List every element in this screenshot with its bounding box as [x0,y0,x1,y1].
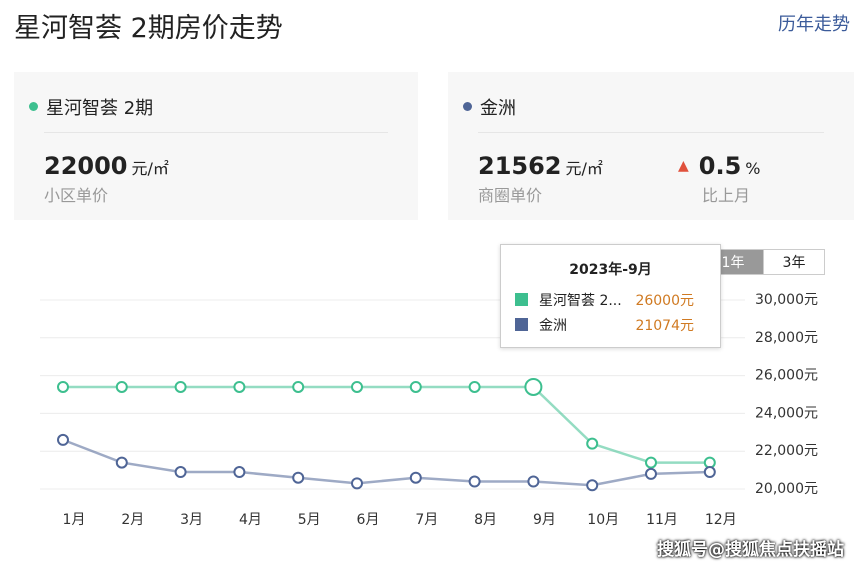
y-tick-label: 30,000元 [755,292,818,308]
tooltip-name: 星河智荟 2... [539,293,622,309]
y-tick-label: 26,000元 [755,368,818,384]
data-point [586,479,599,492]
data-point [524,377,543,396]
tooltip: 2023年-9月 星河智荟 2... 26000元 金洲 21074元 [500,244,721,348]
x-tick-label: 6月 [357,512,380,528]
y-tick-label: 20,000元 [755,481,818,497]
data-point [57,433,69,446]
card: 金洲 21562 元/㎡ 商圈单价 ▲ 0.5% 比上月 [448,72,854,220]
price-label: 小区单价 [44,186,109,205]
watermark: 搜狐号@搜狐焦点扶摇站 [657,540,844,560]
change-unit: % [745,159,761,178]
data-point [351,477,363,490]
tooltip-value: 26000元 [635,293,694,309]
x-tick-label: 7月 [415,512,438,528]
card-name: 金洲 [480,98,516,119]
data-point [174,380,187,393]
data-point [57,380,69,393]
x-tick-label: 2月 [121,512,144,528]
x-tick-label: 8月 [474,512,497,528]
data-point [351,380,363,393]
data-point [468,475,481,488]
data-point [292,380,305,393]
data-point [292,471,305,484]
card: 星河智荟 2期 22000 元/㎡ 小区单价 [14,72,418,220]
data-point [703,466,716,479]
unit: 元/㎡ [565,159,603,178]
history-link[interactable]: 历年走势 [778,14,850,35]
data-point [115,456,128,469]
series-line [63,385,710,464]
x-tick-label: 5月 [298,512,321,528]
y-tick-label: 22,000元 [755,443,818,459]
tooltip-name: 金洲 [539,318,567,334]
data-point [527,475,540,488]
y-tick-label: 24,000元 [755,405,818,421]
x-tick-label: 9月 [533,512,556,528]
range-button[interactable]: 3年 [763,249,825,275]
data-point [233,380,246,393]
x-tick-label: 4月 [239,512,262,528]
dot [29,102,38,111]
change: 0.5 [698,152,742,180]
price: 22000 [44,152,128,180]
x-tick-label: 12月 [705,512,737,528]
price: 21562 [478,152,562,180]
card-name: 星河智荟 2期 [46,98,154,119]
data-point [645,467,657,480]
tooltip-value: 21074元 [635,318,694,334]
data-point [174,466,187,479]
x-tick-label: 10月 [587,512,619,528]
unit: 元/㎡ [131,159,169,178]
tooltip-title: 2023年-9月 [569,262,652,278]
data-point [115,380,128,393]
data-point [409,471,422,484]
data-point [468,380,481,393]
chart: 20,000元 22,000元 24,000元 26,000元 28,000元 30,00… [40,292,818,528]
data-point [645,456,657,469]
data-point [586,437,599,450]
x-tick-label: 11月 [646,512,678,528]
y-tick-label: 28,000元 [755,330,818,346]
data-point [409,380,422,393]
x-tick-label: 1月 [63,512,86,528]
change-label: 比上月 [702,186,751,205]
page-title: 星河智荟 2期房价走势 [14,13,283,44]
data-point [233,466,246,479]
price-label: 商圈单价 [478,186,543,205]
dot [463,102,472,111]
series-line [62,438,710,487]
x-tick-label: 3月 [180,512,203,528]
